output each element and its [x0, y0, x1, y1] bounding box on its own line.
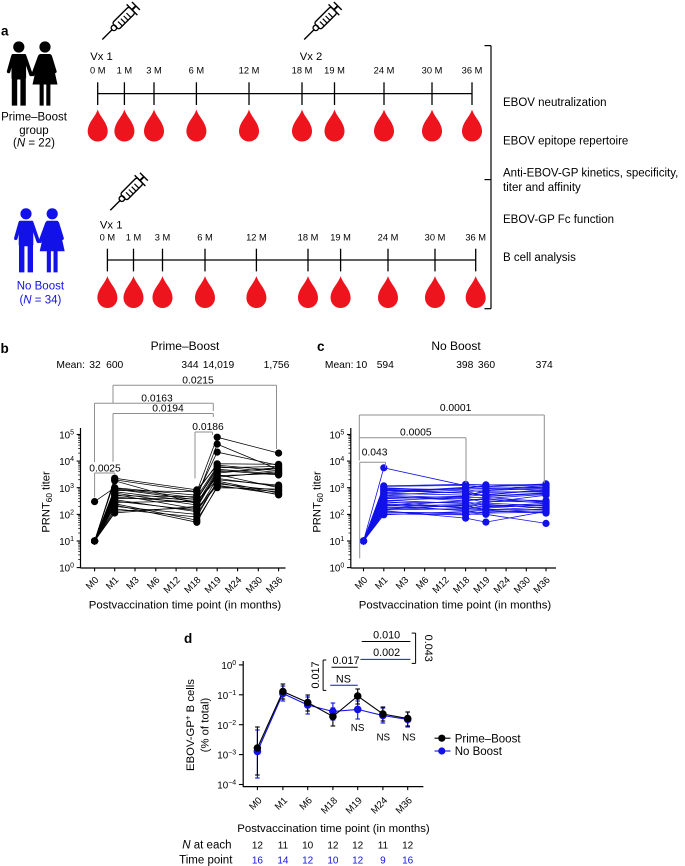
svg-text:Prime–Boost: Prime–Boost: [455, 733, 522, 745]
svg-text:36 M: 36 M: [462, 66, 483, 76]
svg-text:B cell analysis: B cell analysis: [503, 252, 576, 264]
svg-text:b: b: [1, 341, 9, 356]
svg-text:10: 10: [302, 841, 314, 852]
svg-text:0.0005: 0.0005: [400, 427, 432, 438]
svg-text:30 M: 30 M: [422, 66, 443, 76]
svg-text:6 M: 6 M: [197, 233, 213, 243]
svg-text:10: 10: [327, 856, 339, 866]
svg-text:3 M: 3 M: [146, 66, 162, 76]
svg-text:No Boost: No Boost: [431, 339, 481, 353]
svg-text:30 M: 30 M: [425, 233, 446, 243]
svg-text:No Boost: No Boost: [17, 281, 65, 293]
svg-text:c: c: [317, 339, 325, 354]
svg-text:14: 14: [277, 856, 289, 866]
svg-text:NS: NS: [351, 723, 365, 734]
svg-text:(% of total): (% of total): [200, 697, 212, 752]
svg-text:1,756: 1,756: [264, 360, 290, 371]
svg-text:(N = 22): (N = 22): [13, 138, 55, 150]
svg-text:10: 10: [356, 360, 368, 371]
svg-text:Vx 1: Vx 1: [90, 51, 113, 63]
svg-text:11: 11: [278, 841, 289, 852]
svg-text:16: 16: [252, 856, 264, 866]
svg-text:12: 12: [302, 856, 314, 866]
svg-text:19 M: 19 M: [324, 66, 345, 76]
svg-text:No Boost: No Boost: [455, 746, 503, 758]
svg-text:594: 594: [377, 360, 394, 371]
svg-text:0.0215: 0.0215: [182, 375, 214, 386]
svg-text:0 M: 0 M: [90, 66, 106, 76]
svg-text:titer and affinity: titer and affinity: [503, 182, 581, 194]
svg-text:24 M: 24 M: [374, 66, 395, 76]
svg-text:360: 360: [478, 360, 495, 371]
svg-text:Time point: Time point: [179, 855, 233, 866]
svg-text:Prime–Boost: Prime–Boost: [151, 339, 220, 353]
svg-text:(N = 34): (N = 34): [19, 295, 61, 307]
svg-text:32: 32: [89, 360, 101, 371]
svg-text:Postvaccination time point (in: Postvaccination time point (in months): [359, 600, 552, 612]
svg-text:Prime–Boost: Prime–Boost: [1, 112, 68, 124]
svg-text:Mean:: Mean:: [56, 360, 85, 371]
svg-text:9: 9: [380, 856, 386, 866]
svg-text:0.043: 0.043: [362, 447, 388, 458]
svg-text:0.017: 0.017: [332, 655, 359, 667]
svg-text:Postvaccination time point (in: Postvaccination time point (in months): [89, 600, 282, 612]
svg-text:14,019: 14,019: [203, 360, 235, 371]
svg-text:0.002: 0.002: [373, 647, 400, 659]
svg-text:NS: NS: [376, 733, 390, 744]
svg-text:group: group: [19, 125, 48, 137]
svg-text:NS: NS: [402, 733, 416, 744]
svg-text:EBOV neutralization: EBOV neutralization: [503, 97, 607, 109]
svg-text:EBOV epitope repertoire: EBOV epitope repertoire: [503, 136, 628, 148]
svg-text:Vx 2: Vx 2: [300, 51, 323, 63]
svg-text:0.0025: 0.0025: [89, 463, 121, 474]
svg-text:600: 600: [106, 360, 123, 371]
svg-text:12: 12: [252, 841, 264, 852]
svg-text:398: 398: [456, 360, 473, 371]
svg-text:PRNT60 titer: PRNT60 titer: [312, 471, 326, 533]
svg-text:a: a: [1, 24, 9, 39]
svg-text:11: 11: [378, 841, 389, 852]
svg-text:12: 12: [402, 841, 414, 852]
svg-text:0.010: 0.010: [373, 630, 400, 642]
svg-text:0 M: 0 M: [100, 233, 116, 243]
svg-text:24 M: 24 M: [378, 233, 399, 243]
svg-text:1 M: 1 M: [117, 66, 133, 76]
svg-text:NS: NS: [336, 674, 351, 686]
svg-text:0.0194: 0.0194: [152, 404, 184, 415]
svg-text:0.0186: 0.0186: [192, 422, 224, 433]
svg-text:EBOV-GP+ B cells: EBOV-GP+ B cells: [184, 679, 198, 771]
svg-text:0.017: 0.017: [310, 661, 322, 688]
svg-text:6 M: 6 M: [189, 66, 205, 76]
svg-text:N at each: N at each: [182, 840, 231, 852]
svg-text:Anti-EBOV-GP kinetics, specifi: Anti-EBOV-GP kinetics, specificity,: [503, 168, 678, 180]
svg-text:374: 374: [536, 360, 553, 371]
svg-text:12: 12: [352, 841, 364, 852]
svg-text:344: 344: [181, 360, 198, 371]
svg-text:0.043: 0.043: [422, 635, 434, 662]
svg-text:d: d: [184, 631, 192, 646]
svg-text:19 M: 19 M: [330, 233, 351, 243]
svg-text:Vx 1: Vx 1: [100, 220, 123, 232]
svg-text:12 M: 12 M: [246, 233, 267, 243]
svg-text:12: 12: [352, 856, 364, 866]
svg-text:18 M: 18 M: [292, 66, 313, 76]
svg-text:PRNT60 titer: PRNT60 titer: [41, 471, 55, 533]
svg-text:12 M: 12 M: [239, 66, 260, 76]
svg-text:Mean:: Mean:: [325, 360, 354, 371]
svg-text:16: 16: [402, 856, 414, 866]
svg-text:12: 12: [327, 841, 339, 852]
svg-text:3 M: 3 M: [155, 233, 171, 243]
svg-text:Postvaccination time point (in: Postvaccination time point (in months): [237, 823, 430, 835]
svg-text:18 M: 18 M: [298, 233, 319, 243]
svg-text:36 M: 36 M: [465, 233, 486, 243]
svg-text:0.0163: 0.0163: [141, 393, 173, 404]
svg-text:0.0001: 0.0001: [440, 403, 472, 414]
svg-text:EBOV-GP Fc function: EBOV-GP Fc function: [503, 214, 614, 226]
svg-text:1 M: 1 M: [126, 233, 142, 243]
